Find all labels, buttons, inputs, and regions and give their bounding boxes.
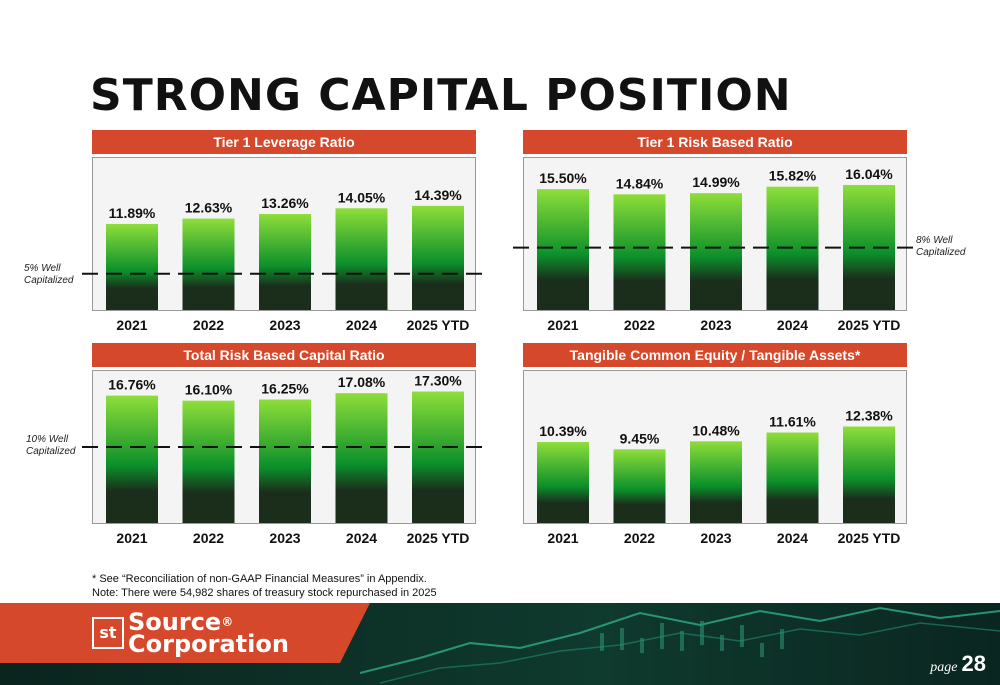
value-label: 15.82%: [769, 168, 817, 184]
chart-panel-tier1-leverage: Tier 1 Leverage Ratio 11.89% 2021 12.63% 20…: [82, 130, 486, 335]
category-tick-label: 2021: [547, 317, 578, 333]
bar-2024: [766, 432, 819, 523]
value-label: 13.26%: [261, 195, 309, 211]
value-label: 9.45%: [620, 430, 660, 446]
category-tick-label: 2022: [193, 530, 224, 546]
page-number: 28: [961, 651, 986, 676]
chart-panel-tce: Tangible Common Equity / Tangible Assets…: [523, 343, 907, 548]
value-label: 10.48%: [692, 422, 740, 438]
category-tick-label: 2024: [346, 530, 377, 546]
bar-2023: [259, 214, 311, 310]
value-label: 11.61%: [769, 414, 816, 430]
value-label: 16.76%: [108, 377, 156, 393]
category-tick-label: 2021: [116, 530, 147, 546]
bar-2022: [613, 194, 666, 310]
footnote-line: Note: There were 54,982 shares of treasu…: [92, 587, 437, 599]
value-label: 15.50%: [539, 170, 587, 186]
page-word: page: [930, 660, 958, 675]
bar-2021: [106, 395, 158, 523]
value-label: 16.25%: [261, 381, 309, 397]
category-tick-label: 2022: [193, 317, 224, 333]
value-label: 14.99%: [692, 174, 740, 190]
category-tick-label: 2024: [346, 317, 377, 333]
value-label: 14.05%: [338, 189, 386, 205]
footnotes: * See “Reconciliation of non-GAAP Financ…: [92, 572, 437, 600]
bar-2024: [335, 393, 388, 523]
category-tick-label: 2022: [624, 317, 655, 333]
company-logo: st Source® Corporation: [92, 608, 332, 658]
category-tick-label: 2025 YTD: [407, 530, 470, 546]
logo-mark-text: st: [99, 623, 117, 642]
category-tick-label: 2022: [624, 530, 655, 546]
value-label: 10.39%: [539, 423, 587, 439]
bar-2023: [690, 193, 742, 310]
chart-title: Tier 1 Risk Based Ratio: [523, 130, 907, 154]
bar-2022: [182, 218, 235, 310]
value-label: 16.10%: [185, 382, 233, 398]
well-capitalized-label-5: 5% Well Capitalized: [24, 263, 74, 286]
bar-chart-tce: 10.39% 2021 9.45% 2022 10.48% 2023 11.61% 2024 1…: [537, 407, 901, 546]
page-number-block: page 28: [930, 651, 986, 677]
value-label: 17.08%: [338, 374, 386, 390]
logo-line1: Source: [128, 608, 222, 636]
category-tick-label: 2024: [777, 530, 808, 546]
well-capitalized-label-10: 10% Well Capitalized: [26, 434, 76, 457]
category-tick-label: 2021: [116, 317, 147, 333]
logo-registered: ®: [221, 615, 234, 629]
category-tick-label: 2024: [777, 317, 808, 333]
footnote-line: * See “Reconciliation of non-GAAP Financ…: [92, 573, 427, 585]
chart-panel-total-risk: Total Risk Based Capital Ratio 16.76% 202…: [82, 343, 486, 548]
bar-2021: [537, 189, 589, 310]
category-tick-label: 2025 YTD: [838, 530, 901, 546]
logo-line2: Corporation: [128, 630, 289, 658]
chart-title: Tangible Common Equity / Tangible Assets…: [523, 343, 907, 367]
bar-chart-tier1-risk: 15.50% 2021 14.84% 2022 14.99% 2023 15.82% 2024…: [513, 166, 917, 333]
category-tick-label: 2023: [700, 317, 731, 333]
chart-title: Tier 1 Leverage Ratio: [92, 130, 476, 154]
well-capitalized-label-8: 8% Well Capitalized: [916, 235, 966, 258]
value-label: 14.39%: [414, 187, 462, 203]
value-label: 12.63%: [185, 200, 233, 216]
value-label: 11.89%: [109, 205, 156, 221]
bar-2023: [259, 399, 311, 523]
category-tick-label: 2023: [269, 317, 300, 333]
logo-mark-icon: st: [92, 617, 124, 649]
category-tick-label: 2023: [700, 530, 731, 546]
chart-title: Total Risk Based Capital Ratio: [92, 343, 476, 367]
bar-2025-ytd: [412, 205, 464, 310]
category-tick-label: 2025 YTD: [407, 317, 470, 333]
footer-band: st Source® Corporation page 28: [0, 603, 1000, 685]
bar-2025-ytd: [412, 391, 464, 523]
value-label: 16.04%: [845, 166, 893, 182]
bar-chart-tier1-leverage: 11.89% 2021 12.63% 2022 13.26% 2023 14.05% 2024…: [82, 187, 486, 333]
category-tick-label: 2021: [547, 530, 578, 546]
bar-2022: [182, 400, 235, 523]
value-label: 14.84%: [616, 175, 664, 191]
bar-2021: [537, 442, 589, 523]
category-tick-label: 2025 YTD: [838, 317, 901, 333]
category-tick-label: 2023: [269, 530, 300, 546]
bar-2024: [335, 208, 388, 310]
bar-2021: [106, 223, 158, 310]
bar-2025-ytd: [843, 426, 895, 523]
bar-chart-total-risk: 16.76% 2021 16.10% 2022 16.25% 2023 17.08% 2024…: [82, 373, 486, 546]
value-label: 12.38%: [845, 407, 893, 423]
bar-2023: [690, 441, 742, 523]
bar-2022: [613, 449, 666, 523]
page-title: STRONG CAPITAL POSITION: [90, 70, 792, 121]
chart-panel-tier1-risk: Tier 1 Risk Based Ratio 15.50% 2021 14.84%…: [513, 130, 917, 335]
value-label: 17.30%: [414, 373, 462, 389]
